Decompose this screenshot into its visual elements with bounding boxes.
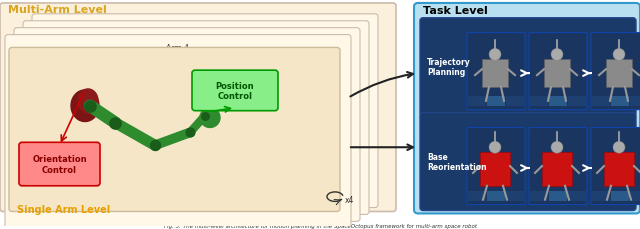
Bar xyxy=(468,96,486,106)
Bar xyxy=(487,191,505,201)
FancyBboxPatch shape xyxy=(14,29,360,221)
Bar xyxy=(544,60,570,87)
Bar xyxy=(506,191,524,201)
Text: x4: x4 xyxy=(345,195,355,204)
FancyBboxPatch shape xyxy=(467,128,525,205)
Bar xyxy=(549,191,567,201)
Text: Arm 4: Arm 4 xyxy=(166,44,189,53)
FancyBboxPatch shape xyxy=(529,33,587,110)
Text: Single Arm Level: Single Arm Level xyxy=(17,204,110,214)
Bar xyxy=(630,191,640,201)
Bar xyxy=(549,96,567,106)
Bar xyxy=(611,96,629,106)
Bar xyxy=(549,96,567,106)
FancyBboxPatch shape xyxy=(9,48,340,212)
Bar xyxy=(530,96,548,106)
FancyBboxPatch shape xyxy=(420,19,636,116)
Polygon shape xyxy=(200,108,220,128)
Text: Arm 3: Arm 3 xyxy=(175,37,198,46)
Text: Arm 2: Arm 2 xyxy=(184,30,207,39)
Bar xyxy=(506,96,524,106)
Bar xyxy=(487,96,505,106)
Bar xyxy=(468,191,486,201)
Bar xyxy=(611,191,629,201)
Bar xyxy=(611,96,629,106)
Bar xyxy=(568,96,586,106)
Polygon shape xyxy=(78,90,98,113)
FancyBboxPatch shape xyxy=(192,71,278,111)
Circle shape xyxy=(551,49,563,61)
Text: Task Level: Task Level xyxy=(423,6,488,16)
Bar xyxy=(592,96,610,106)
Bar xyxy=(630,191,640,201)
FancyBboxPatch shape xyxy=(591,128,640,205)
FancyBboxPatch shape xyxy=(420,113,636,211)
FancyBboxPatch shape xyxy=(0,4,396,212)
Bar xyxy=(549,191,567,201)
FancyBboxPatch shape xyxy=(414,4,640,213)
Circle shape xyxy=(551,142,563,153)
FancyBboxPatch shape xyxy=(32,15,378,208)
Bar xyxy=(542,153,572,186)
Text: Multi-Arm Level: Multi-Arm Level xyxy=(8,5,107,15)
Bar xyxy=(606,60,632,87)
Bar xyxy=(611,191,629,201)
Text: Arm 1: Arm 1 xyxy=(193,23,216,32)
Bar xyxy=(468,191,486,201)
Polygon shape xyxy=(71,90,99,122)
Text: Base
Reorientation: Base Reorientation xyxy=(427,152,486,172)
Bar xyxy=(592,191,610,201)
Text: Orientation
Control: Orientation Control xyxy=(32,155,87,174)
Bar xyxy=(592,191,610,201)
Bar xyxy=(482,60,508,87)
FancyBboxPatch shape xyxy=(19,143,100,186)
Text: Trajectory
Planning: Trajectory Planning xyxy=(427,58,471,77)
Bar xyxy=(506,96,524,106)
Text: Position
Control: Position Control xyxy=(216,81,254,101)
Bar xyxy=(480,153,510,186)
Bar xyxy=(568,96,586,106)
Circle shape xyxy=(489,142,501,153)
FancyBboxPatch shape xyxy=(5,35,351,228)
Circle shape xyxy=(613,49,625,61)
Bar xyxy=(592,96,610,106)
Circle shape xyxy=(613,142,625,153)
Bar xyxy=(487,191,505,201)
Bar xyxy=(604,153,634,186)
Bar xyxy=(630,96,640,106)
Bar xyxy=(468,96,486,106)
FancyBboxPatch shape xyxy=(467,33,525,110)
Bar xyxy=(630,96,640,106)
FancyBboxPatch shape xyxy=(529,128,587,205)
Bar xyxy=(568,191,586,201)
Bar xyxy=(530,96,548,106)
Bar xyxy=(530,191,548,201)
FancyBboxPatch shape xyxy=(591,33,640,110)
Bar xyxy=(530,191,548,201)
FancyBboxPatch shape xyxy=(23,22,369,215)
Bar xyxy=(487,96,505,106)
Bar xyxy=(506,191,524,201)
Bar xyxy=(568,191,586,201)
Text: Fig. 3: The multi-level architecture for motion planning in the SpaceOctopus fra: Fig. 3: The multi-level architecture for… xyxy=(163,223,477,228)
Circle shape xyxy=(489,49,501,61)
